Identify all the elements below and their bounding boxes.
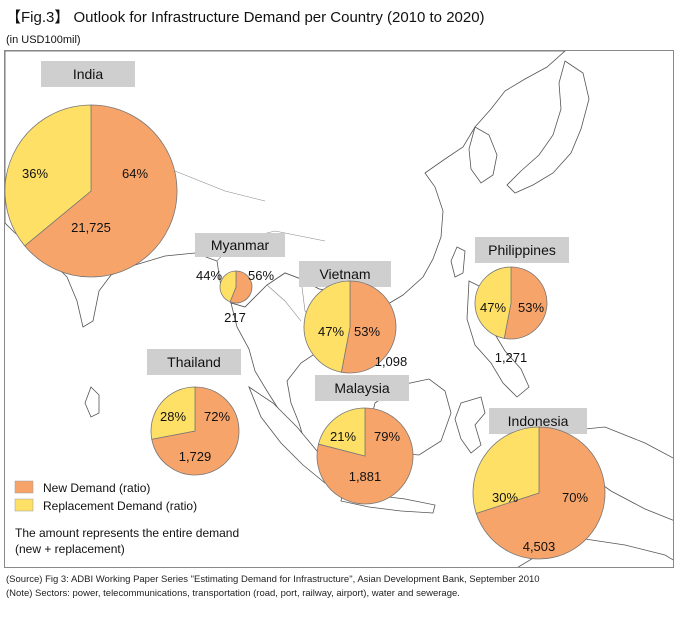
total-amount-label-vietnam: 1,098 [375, 354, 408, 369]
slice-replacement-demand-vietnam [303, 280, 351, 373]
new-pct-label-malaysia: 79% [374, 429, 400, 444]
slice-replacement-demand-malaysia [318, 407, 366, 457]
replacement-pct-label-malaysia: 21% [330, 429, 356, 444]
total-amount-label-myanmar: 217 [224, 310, 246, 325]
total-amount-label-india: 21,725 [71, 220, 111, 235]
replacement-pct-label-vietnam: 47% [318, 324, 344, 339]
country-label-malaysia: Malaysia [334, 380, 389, 396]
slice-replacement-demand-thailand [150, 386, 196, 440]
country-label-indonesia: Indonesia [508, 413, 569, 429]
replacement-pct-label-myanmar: 44% [196, 268, 222, 283]
slice-replacement-demand-indonesia [472, 426, 540, 514]
legend: New Demand (ratio) Replacement Demand (ra… [14, 480, 239, 556]
new-pct-label-philippines: 53% [518, 300, 544, 315]
korea [468, 126, 498, 184]
replacement-pct-label-philippines: 47% [480, 300, 506, 315]
pie-indonesia: Indonesia 30% 70% 4,503 [472, 408, 606, 560]
total-amount-label-indonesia: 4,503 [523, 539, 556, 554]
country-label-box-thailand [147, 349, 241, 375]
pie-india: India 36% 64% 21,725 [5, 61, 178, 278]
country-label-india: India [73, 66, 104, 82]
unit-note: (in USD100mil) [6, 34, 81, 46]
sri-lanka [84, 386, 100, 418]
legend-note-line: The amount represents the entire demand [15, 526, 239, 540]
slice-replacement-demand-philippines [474, 266, 512, 339]
figure-title: 【Fig.3】 Outlook for Infrastructure Deman… [6, 9, 485, 26]
total-amount-label-philippines: 1,271 [495, 350, 528, 365]
sulawesi [454, 396, 486, 454]
map-frame: India 36% 64% 21,725 Myanmar 44% 56% 217 Vietnam… [4, 50, 674, 568]
source-line: (Source) Fig 3: ADBI Working Paper Serie… [6, 574, 540, 585]
note-line: (Note) Sectors: power, telecommunication… [6, 588, 460, 599]
legend-note-line: (new + replacement) [15, 542, 125, 556]
replacement-pct-label-india: 36% [22, 166, 48, 181]
slice-new-demand-india [24, 104, 178, 278]
country-label-philippines: Philippines [488, 242, 556, 258]
pie-thailand: Thailand 28% 72% 1,729 [147, 349, 241, 476]
country-label-box-india [41, 61, 135, 87]
pie-philippines: Philippines 47% 53% 1,271 [474, 237, 569, 365]
slice-new-demand-philippines [503, 266, 548, 340]
slice-new-demand-myanmar [229, 270, 253, 304]
taiwan [450, 246, 466, 278]
replacement-pct-label-thailand: 28% [160, 409, 186, 424]
slice-new-demand-indonesia [475, 426, 606, 560]
japan [506, 60, 590, 194]
pie-myanmar: Myanmar 44% 56% 217 [195, 233, 285, 325]
country-label-thailand: Thailand [167, 354, 221, 370]
slice-replacement-demand-myanmar [219, 270, 237, 303]
country-label-box-myanmar [195, 233, 285, 257]
slice-new-demand-vietnam [340, 280, 397, 374]
legend-swatch-new-demand-ratio- [14, 480, 34, 494]
new-pct-label-india: 64% [122, 166, 148, 181]
new-pct-label-thailand: 72% [204, 409, 230, 424]
total-amount-label-thailand: 1,729 [179, 449, 212, 464]
source-notes: (Source) Fig 3: ADBI Working Paper Serie… [6, 573, 540, 601]
country-label-box-philippines [475, 237, 569, 263]
new-pct-label-indonesia: 70% [562, 490, 588, 505]
legend-swatch-replacement-demand-ratio- [14, 498, 34, 512]
country-label-box-malaysia [315, 375, 409, 401]
country-label-myanmar: Myanmar [211, 237, 270, 253]
slice-new-demand-malaysia [316, 407, 414, 505]
infrastructure-map: India 36% 64% 21,725 Myanmar 44% 56% 217 Vietnam… [5, 51, 673, 567]
pie-charts: India 36% 64% 21,725 Myanmar 44% 56% 217 Vietnam… [5, 61, 606, 560]
legend-entry-replacement-demand-ratio-: Replacement Demand (ratio) [43, 499, 197, 513]
country-label-vietnam: Vietnam [319, 266, 370, 282]
slice-replacement-demand-india [5, 104, 92, 247]
total-amount-label-malaysia: 1,881 [349, 469, 382, 484]
new-pct-label-myanmar: 56% [248, 268, 274, 283]
pie-malaysia: Malaysia 21% 79% 1,881 [315, 375, 414, 505]
replacement-pct-label-indonesia: 30% [492, 490, 518, 505]
pie-vietnam: Vietnam 47% 53% 1,098 [299, 261, 408, 374]
new-pct-label-vietnam: 53% [354, 324, 380, 339]
legend-entry-new-demand-ratio-: New Demand (ratio) [43, 481, 150, 495]
